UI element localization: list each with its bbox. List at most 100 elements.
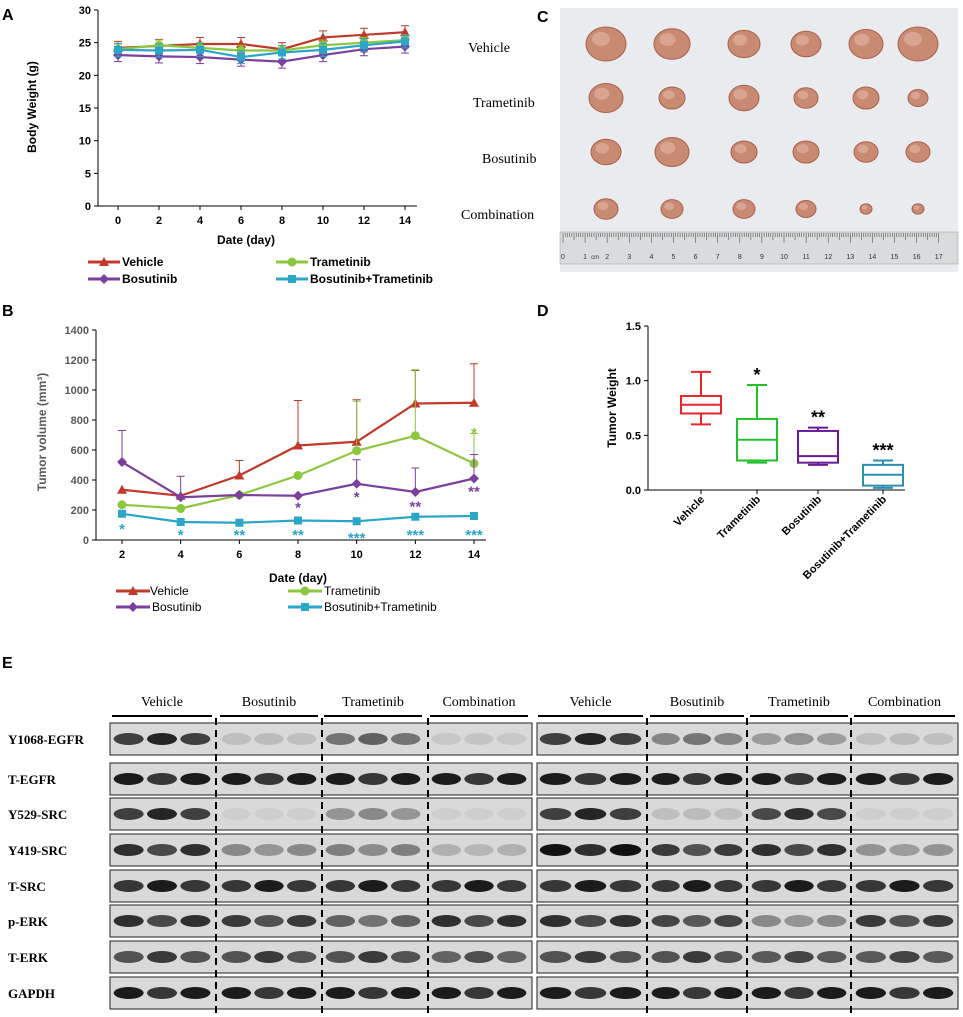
tumor-highlight xyxy=(659,33,676,46)
y-tick-label: 0 xyxy=(85,201,91,213)
tumor-highlight xyxy=(660,141,676,154)
data-point xyxy=(234,490,245,500)
data-point xyxy=(235,518,244,527)
series-line-trametinib xyxy=(117,38,406,52)
blot-band xyxy=(889,844,920,856)
blot-band xyxy=(682,808,712,820)
blot-row-label: T-EGFR xyxy=(8,772,57,787)
tumor-highlight xyxy=(856,90,869,100)
blot-band xyxy=(431,844,462,856)
blot-band xyxy=(390,733,421,745)
blot-band xyxy=(816,773,847,785)
blot-band xyxy=(358,951,388,963)
blot-band xyxy=(751,844,782,856)
legend-a-vehicle: Vehicle xyxy=(88,255,164,269)
blot-band xyxy=(431,987,462,999)
blot-band xyxy=(682,773,712,785)
blot-band xyxy=(464,773,494,785)
blot-band xyxy=(390,844,421,856)
tumor-highlight xyxy=(911,92,920,99)
blot-band xyxy=(113,773,144,785)
data-point xyxy=(195,52,205,63)
data-point xyxy=(470,512,478,520)
tumor-highlight xyxy=(857,144,869,154)
blot-band xyxy=(714,880,743,892)
ruler xyxy=(559,231,959,265)
significance-marker: *** xyxy=(348,530,366,547)
chart-b-legend: Vehicle Trametinib Bosutinib Bosutinib+T… xyxy=(116,584,437,614)
significance-marker: *** xyxy=(872,440,893,460)
blot-band xyxy=(539,844,572,856)
blot-band xyxy=(286,773,317,785)
blot-band xyxy=(325,880,356,892)
data-point xyxy=(410,431,420,441)
data-point xyxy=(359,29,369,39)
data-point xyxy=(293,490,303,501)
blot-band xyxy=(784,987,814,999)
blot-row-label: Y529-SRC xyxy=(8,807,67,822)
blot-band xyxy=(651,844,680,856)
blot-band xyxy=(358,880,388,892)
ruler-number: 10 xyxy=(780,254,788,261)
legend-a-trametinib-label: Trametinib xyxy=(310,255,371,269)
legend-a-trametinib: Trametinib xyxy=(276,255,371,269)
blot-band xyxy=(609,733,642,745)
blot-band xyxy=(180,808,211,820)
blot-band xyxy=(539,733,572,745)
blot-band xyxy=(714,951,743,963)
blot-band xyxy=(855,951,886,963)
blot-band xyxy=(574,880,607,892)
blot-band xyxy=(889,880,920,892)
blot-band xyxy=(180,987,211,999)
blot-band xyxy=(651,808,680,820)
blot-band xyxy=(464,987,494,999)
photo-row-label-vehicle: Vehicle xyxy=(468,41,510,56)
blot-band xyxy=(431,880,462,892)
data-point xyxy=(175,492,186,503)
blot-band xyxy=(855,987,886,999)
data-point xyxy=(237,53,245,62)
series-line-bosutinib xyxy=(117,45,406,63)
blot-band xyxy=(609,844,642,856)
x-tick-label: 10 xyxy=(317,215,329,227)
x-tick-label: 8 xyxy=(295,549,301,561)
significance-marker: * xyxy=(119,521,125,538)
blot-band xyxy=(784,733,814,745)
x-tick-label: 12 xyxy=(409,549,421,561)
x-tick-label: 14 xyxy=(399,215,412,227)
ruler-number: 1 xyxy=(583,254,587,261)
blot-band xyxy=(358,773,388,785)
blot-band xyxy=(751,987,782,999)
blot-band xyxy=(539,987,572,999)
tumor-highlight xyxy=(594,87,610,100)
series-trametinib xyxy=(117,369,479,513)
blot-band xyxy=(539,808,572,820)
blot-band xyxy=(390,915,421,927)
blot-band xyxy=(325,951,356,963)
blot-band xyxy=(431,951,462,963)
blot-group-label: Trametinib xyxy=(342,695,404,710)
legend-b-combination-marker xyxy=(301,603,309,611)
blot-band xyxy=(539,951,572,963)
blot-band xyxy=(496,733,527,745)
blot-band xyxy=(751,733,782,745)
blot-band xyxy=(574,915,607,927)
tumor-highlight xyxy=(861,205,868,210)
ruler-number: 17 xyxy=(935,254,943,261)
data-point xyxy=(176,518,185,526)
blot-band xyxy=(816,844,847,856)
blot-band xyxy=(855,844,886,856)
data-point xyxy=(234,470,245,480)
blot-band xyxy=(221,880,252,892)
blot-band xyxy=(816,880,847,892)
panel-label-e: E xyxy=(2,655,13,672)
ruler-number: 4 xyxy=(649,254,653,261)
blot-band xyxy=(221,844,252,856)
ruler-number: 5 xyxy=(672,254,676,261)
series-bosutinib xyxy=(117,430,479,503)
x-tick-label: 6 xyxy=(238,215,244,227)
ruler-number: 6 xyxy=(694,254,698,261)
blot-row-label: p-ERK xyxy=(8,914,49,929)
blot-band xyxy=(816,951,847,963)
